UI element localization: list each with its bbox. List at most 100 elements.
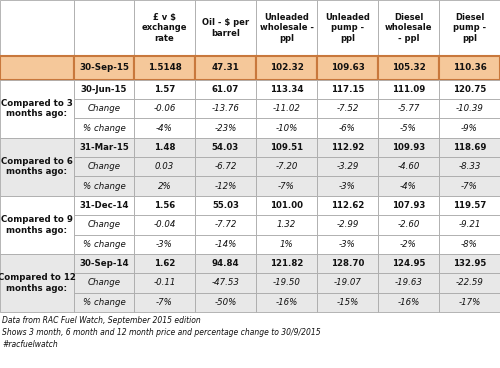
Bar xyxy=(74,234,134,254)
Text: 30-Sep-15: 30-Sep-15 xyxy=(79,63,129,72)
Bar xyxy=(74,215,134,234)
Text: -12%: -12% xyxy=(214,182,236,191)
Text: 102.32: 102.32 xyxy=(270,63,304,72)
Bar xyxy=(378,234,439,254)
Bar xyxy=(74,79,134,99)
Bar xyxy=(256,177,317,196)
Text: Shows 3 month, 6 month and 12 month price and percentage change to 30/9/2015: Shows 3 month, 6 month and 12 month pric… xyxy=(2,328,320,337)
Bar xyxy=(378,293,439,312)
Bar xyxy=(195,215,256,234)
Text: Unleaded
wholesale -
ppl: Unleaded wholesale - ppl xyxy=(260,13,314,43)
Text: -7.72: -7.72 xyxy=(214,220,236,229)
Bar xyxy=(439,79,500,99)
Bar xyxy=(378,138,439,157)
Bar xyxy=(0,196,74,254)
Text: 110.36: 110.36 xyxy=(452,63,486,72)
Bar xyxy=(317,177,378,196)
Bar xyxy=(195,0,256,56)
Bar xyxy=(439,99,500,118)
Bar xyxy=(74,56,134,79)
Text: % change: % change xyxy=(82,182,126,191)
Bar xyxy=(317,118,378,138)
Bar xyxy=(74,293,134,312)
Text: -7%: -7% xyxy=(278,182,295,191)
Bar xyxy=(195,177,256,196)
Bar xyxy=(0,79,74,138)
Text: -23%: -23% xyxy=(214,124,236,132)
Bar xyxy=(256,99,317,118)
Bar xyxy=(256,293,317,312)
Text: -2%: -2% xyxy=(400,240,417,249)
Bar xyxy=(439,234,500,254)
Bar xyxy=(439,0,500,56)
Text: #racfuelwatch: #racfuelwatch xyxy=(2,340,58,348)
Bar xyxy=(195,273,256,293)
Text: -7.20: -7.20 xyxy=(276,162,297,171)
Bar xyxy=(74,138,134,157)
Bar xyxy=(439,196,500,215)
Bar xyxy=(134,293,195,312)
Bar xyxy=(378,0,439,56)
Text: 121.82: 121.82 xyxy=(270,259,303,268)
Text: 2%: 2% xyxy=(158,182,172,191)
Text: -19.63: -19.63 xyxy=(394,279,422,287)
Bar xyxy=(134,254,195,273)
Text: Diesel
wholesale
- ppl: Diesel wholesale - ppl xyxy=(385,13,432,43)
Bar xyxy=(317,99,378,118)
Bar xyxy=(317,196,378,215)
Bar xyxy=(134,177,195,196)
Text: -2.99: -2.99 xyxy=(336,220,358,229)
Bar xyxy=(256,196,317,215)
Bar xyxy=(74,273,134,293)
Bar xyxy=(317,0,378,56)
Bar xyxy=(378,177,439,196)
Text: Compared to 6
months ago:: Compared to 6 months ago: xyxy=(1,157,73,177)
Bar xyxy=(256,215,317,234)
Bar xyxy=(195,196,256,215)
Bar xyxy=(256,138,317,157)
Text: -19.50: -19.50 xyxy=(272,279,300,287)
Bar xyxy=(195,79,256,99)
Bar xyxy=(378,118,439,138)
Bar xyxy=(195,99,256,118)
Text: 1.5148: 1.5148 xyxy=(148,63,182,72)
Text: -5.77: -5.77 xyxy=(398,104,419,113)
Text: 109.51: 109.51 xyxy=(270,143,303,152)
Text: 94.84: 94.84 xyxy=(212,259,240,268)
Text: -0.06: -0.06 xyxy=(154,104,176,113)
Text: -6%: -6% xyxy=(339,124,356,132)
Text: -15%: -15% xyxy=(336,298,358,307)
Text: 105.32: 105.32 xyxy=(392,63,426,72)
Text: -7%: -7% xyxy=(156,298,173,307)
Bar xyxy=(317,234,378,254)
Bar xyxy=(134,79,195,99)
Text: -22.59: -22.59 xyxy=(456,279,483,287)
Text: -7%: -7% xyxy=(461,182,478,191)
Text: Unleaded
pump -
ppl: Unleaded pump - ppl xyxy=(325,13,370,43)
Text: -2.60: -2.60 xyxy=(398,220,419,229)
Text: Change: Change xyxy=(88,104,120,113)
Bar xyxy=(439,157,500,177)
Bar xyxy=(378,99,439,118)
Text: Compared to 12
months ago:: Compared to 12 months ago: xyxy=(0,273,76,293)
Text: -16%: -16% xyxy=(398,298,419,307)
Text: -3.29: -3.29 xyxy=(336,162,358,171)
Bar xyxy=(0,254,74,312)
Bar xyxy=(439,138,500,157)
Text: 128.70: 128.70 xyxy=(331,259,364,268)
Text: -16%: -16% xyxy=(276,298,297,307)
Bar xyxy=(195,138,256,157)
Text: 1.62: 1.62 xyxy=(154,259,175,268)
Text: Oil - $ per
barrel: Oil - $ per barrel xyxy=(202,18,249,38)
Text: 1.48: 1.48 xyxy=(154,143,176,152)
Text: 132.95: 132.95 xyxy=(453,259,486,268)
Bar xyxy=(256,234,317,254)
Text: % change: % change xyxy=(82,124,126,132)
Bar xyxy=(74,177,134,196)
Bar xyxy=(256,79,317,99)
Text: -3%: -3% xyxy=(156,240,173,249)
Text: 47.31: 47.31 xyxy=(212,63,240,72)
Bar xyxy=(378,273,439,293)
Bar xyxy=(378,215,439,234)
Text: Change: Change xyxy=(88,220,120,229)
